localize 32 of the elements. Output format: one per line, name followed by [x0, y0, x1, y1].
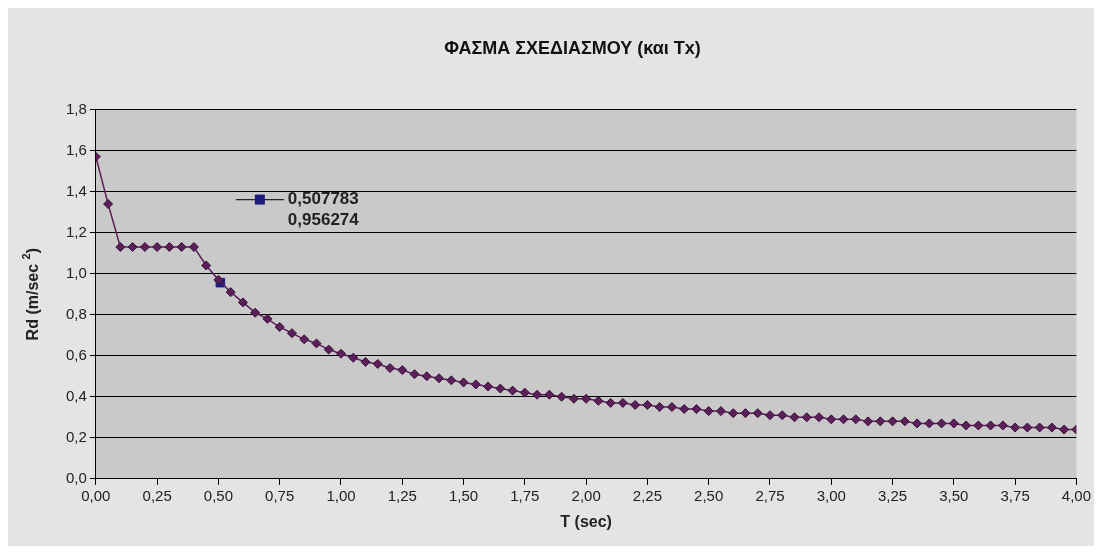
x-tick-label: 0,25	[142, 486, 172, 504]
x-tick-label: 0,50	[203, 486, 234, 504]
y-tick-label: 1,6	[65, 140, 87, 158]
legend-label: 0,507783	[287, 189, 359, 209]
y-tick-label: 1,8	[65, 99, 87, 117]
x-tick-label: 1,75	[510, 486, 540, 504]
x-tick-label: 2,75	[755, 486, 785, 504]
x-tick-label: 4,00	[1061, 486, 1091, 504]
y-tick-label: 0,4	[65, 386, 87, 404]
y-tick-label: 1,4	[65, 181, 87, 199]
x-tick-label: 2,50	[694, 486, 724, 504]
chart-title: ΦΑΣΜΑ ΣΧΕΔΙΑΣΜΟΥ (και Tx)	[444, 37, 701, 58]
annotation: 0,956274	[287, 210, 360, 230]
y-tick-label: 1,2	[65, 222, 87, 240]
y-tick-label: 1,0	[65, 263, 87, 281]
x-tick-label: 1,00	[326, 486, 356, 504]
y-axis-title: Rd (m/sec 2)	[19, 248, 42, 341]
x-tick-label: 2,25	[632, 486, 663, 504]
x-tick-label: 3,25	[877, 486, 908, 504]
x-tick-label: 1,25	[387, 486, 417, 504]
x-tick-label: 2,00	[571, 486, 601, 504]
x-axis-title: T (sec)	[560, 512, 612, 530]
x-tick-label: 0,00	[81, 486, 111, 504]
y-tick-label: 0,6	[65, 345, 87, 363]
y-tick-label: 0,8	[65, 304, 87, 322]
x-tick-label: 1,50	[448, 486, 479, 504]
x-tick-label: 3,75	[1000, 486, 1030, 504]
x-tick-label: 0,75	[265, 486, 295, 504]
x-tick-label: 3,50	[939, 486, 969, 504]
x-tick-label: 3,00	[816, 486, 846, 504]
y-tick-label: 0,0	[65, 468, 87, 486]
y-tick-label: 0,2	[65, 427, 87, 445]
